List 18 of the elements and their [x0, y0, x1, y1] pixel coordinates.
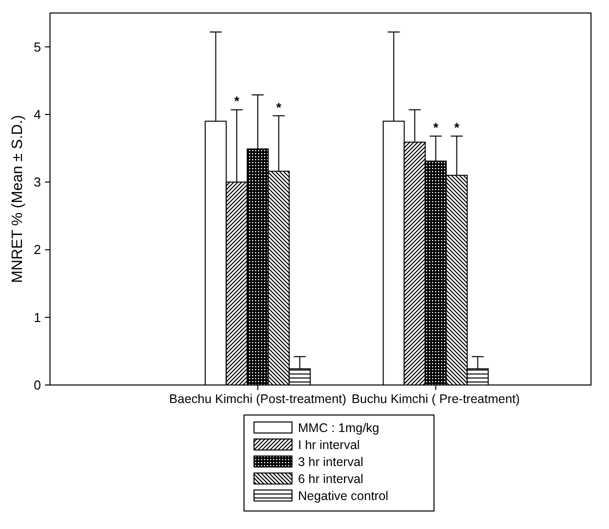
- y-tick-label: 5: [34, 39, 41, 54]
- y-tick-label: 3: [34, 174, 41, 190]
- annotation: *: [234, 94, 240, 109]
- legend-label: 6 hr interval: [298, 472, 364, 486]
- y-tick-label: 1: [34, 310, 41, 325]
- y-tick-label: 0: [34, 378, 41, 392]
- y-axis-title: MNRET % (Mean ± S.D.): [9, 115, 26, 283]
- x-tick-label: Buchu Kimchi ( Pre-treatment): [352, 392, 520, 406]
- annotation: *: [454, 120, 460, 136]
- legend-label: Negative control: [298, 489, 388, 503]
- annotation: *: [276, 100, 282, 115]
- annotation: *: [433, 120, 440, 136]
- legend-label: I hr interval: [298, 438, 360, 452]
- legend-label: MMC : 1mg/kg: [298, 421, 380, 435]
- y-tick-label: 2: [34, 242, 41, 258]
- legend-label: 3 hr interval: [298, 455, 364, 469]
- y-tick-label: 4: [34, 106, 41, 122]
- x-tick-label: Baechu Kimchi (Post-treatment): [169, 392, 346, 406]
